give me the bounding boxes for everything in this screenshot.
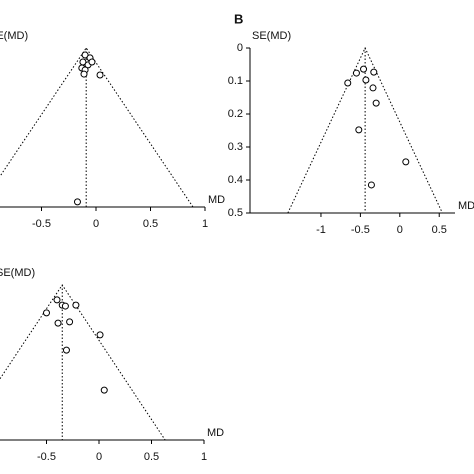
x-axis-title: MD	[208, 194, 225, 206]
x-tick-label: -0.5	[351, 224, 370, 236]
study-point	[62, 346, 70, 354]
study-point	[402, 158, 410, 166]
x-tick-label: -0.5	[37, 451, 56, 463]
funnel-limits	[287, 46, 443, 214]
x-tick-label: 0.5	[432, 224, 447, 236]
study-point	[54, 319, 62, 327]
study-point	[43, 309, 50, 317]
study-point	[370, 68, 378, 76]
study-point	[367, 181, 375, 189]
study-point	[96, 331, 104, 339]
study-point	[88, 58, 96, 66]
x-tick-label: 0	[397, 224, 403, 236]
y-axis-title: SE(MD)	[252, 30, 291, 42]
y-axis-title: SE(MD)	[0, 30, 28, 42]
study-point	[80, 70, 88, 78]
funnel-limits	[0, 47, 194, 208]
study-point	[72, 301, 80, 309]
y-axis-title: SE(MD)	[0, 267, 35, 279]
study-point	[53, 296, 61, 304]
y-tick-label: 0.3	[228, 141, 243, 153]
y-tick-label: 0.2	[228, 108, 243, 120]
x-tick-label: -1	[316, 224, 326, 236]
panel-label: B	[234, 11, 243, 26]
x-tick-label: 0	[96, 451, 102, 463]
study-point	[369, 84, 377, 92]
funnel-limits	[0, 284, 166, 441]
x-tick-label: -0.5	[32, 218, 51, 230]
study-point	[96, 71, 104, 79]
study-point	[372, 99, 380, 107]
x-tick-label: 1	[202, 218, 208, 230]
study-point	[352, 69, 360, 77]
x-tick-label: 0	[93, 218, 99, 230]
study-point	[61, 302, 69, 310]
y-tick-label: 0.4	[228, 174, 243, 186]
study-point	[355, 126, 363, 134]
y-tick-label: 0	[237, 42, 243, 54]
x-tick-label: 0.5	[144, 451, 159, 463]
study-point	[362, 76, 370, 84]
study-point	[360, 65, 368, 73]
study-point	[344, 79, 352, 87]
x-tick-label: 1	[201, 451, 207, 463]
y-tick-label: 0.1	[228, 75, 243, 87]
study-point	[100, 386, 108, 394]
x-tick-label: 0.5	[143, 218, 158, 230]
x-axis-title: MD	[458, 200, 474, 212]
study-point	[66, 318, 74, 326]
y-tick-label: 0.5	[228, 207, 243, 219]
study-point	[73, 198, 81, 206]
x-axis-title: MD	[207, 427, 224, 439]
